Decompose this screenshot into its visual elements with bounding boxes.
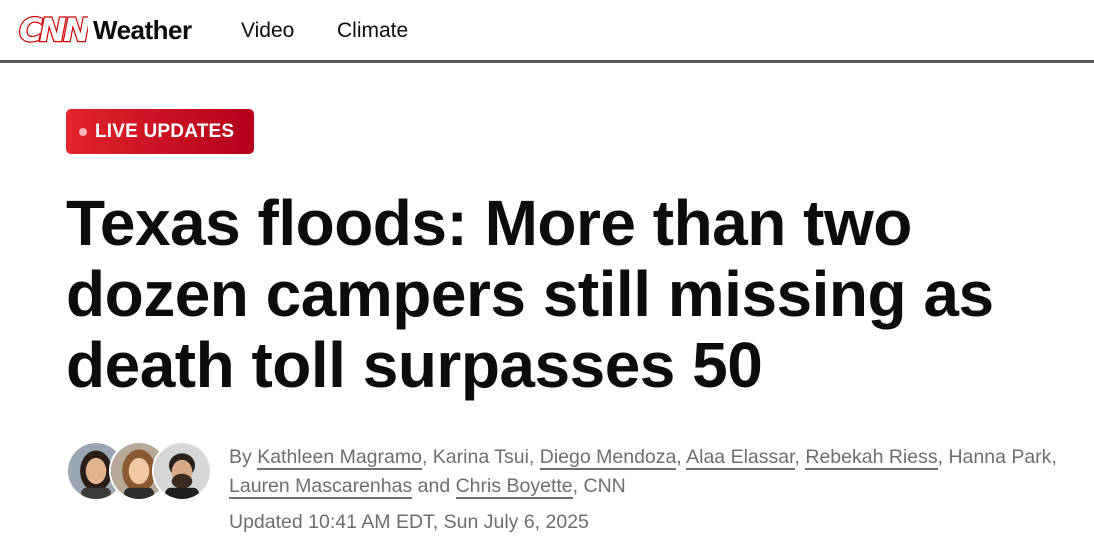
live-updates-badge[interactable]: LIVE UPDATES	[66, 109, 254, 154]
author-link[interactable]: Lauren Mascarenhas	[229, 475, 413, 499]
author-link[interactable]: Chris Boyette	[455, 475, 573, 499]
cnn-logo-icon: CNN	[18, 10, 95, 50]
byline-separator: ,	[528, 446, 535, 468]
updated-timestamp: Updated 10:41 AM EDT, Sun July 6, 2025	[229, 511, 589, 533]
author-avatars	[66, 441, 216, 501]
cnn-logo[interactable]: CNN	[18, 10, 95, 50]
byline-suffix: , CNN	[572, 475, 626, 497]
section-name[interactable]: Weather	[93, 15, 192, 45]
byline-separator: ,	[421, 446, 428, 468]
byline-separator: ,	[676, 446, 682, 468]
byline-separator: ,	[937, 446, 944, 468]
nav-link-climate[interactable]: Climate	[337, 19, 409, 42]
live-updates-label: LIVE UPDATES	[95, 120, 235, 142]
author-link[interactable]: Kathleen Magramo	[257, 446, 422, 470]
byline-and: and	[417, 475, 451, 497]
live-dot-icon	[79, 127, 87, 136]
nav-link-video[interactable]: Video	[241, 19, 295, 42]
cnn-logo-text: CNN	[19, 12, 88, 48]
author-name: Hanna Park	[948, 446, 1052, 468]
author-link[interactable]: Rebekah Riess	[805, 446, 938, 470]
byline-separator: ,	[794, 446, 800, 468]
author-link[interactable]: Diego Mendoza	[539, 446, 677, 470]
site-header: CNN Weather Video Climate	[0, 0, 1094, 63]
article-headline: Texas floods: More than two dozen camper…	[66, 187, 994, 401]
author-link[interactable]: Alaa Elassar	[686, 446, 795, 470]
byline-separator: ,	[1051, 446, 1057, 468]
byline-prefix: By	[229, 446, 252, 468]
avatar[interactable]	[152, 441, 212, 501]
author-photo-icon	[154, 443, 210, 499]
header-divider	[0, 60, 1094, 63]
author-name: Karina Tsui	[432, 446, 529, 468]
byline: By Kathleen Magramo, Karina Tsui, Diego …	[229, 443, 1089, 501]
